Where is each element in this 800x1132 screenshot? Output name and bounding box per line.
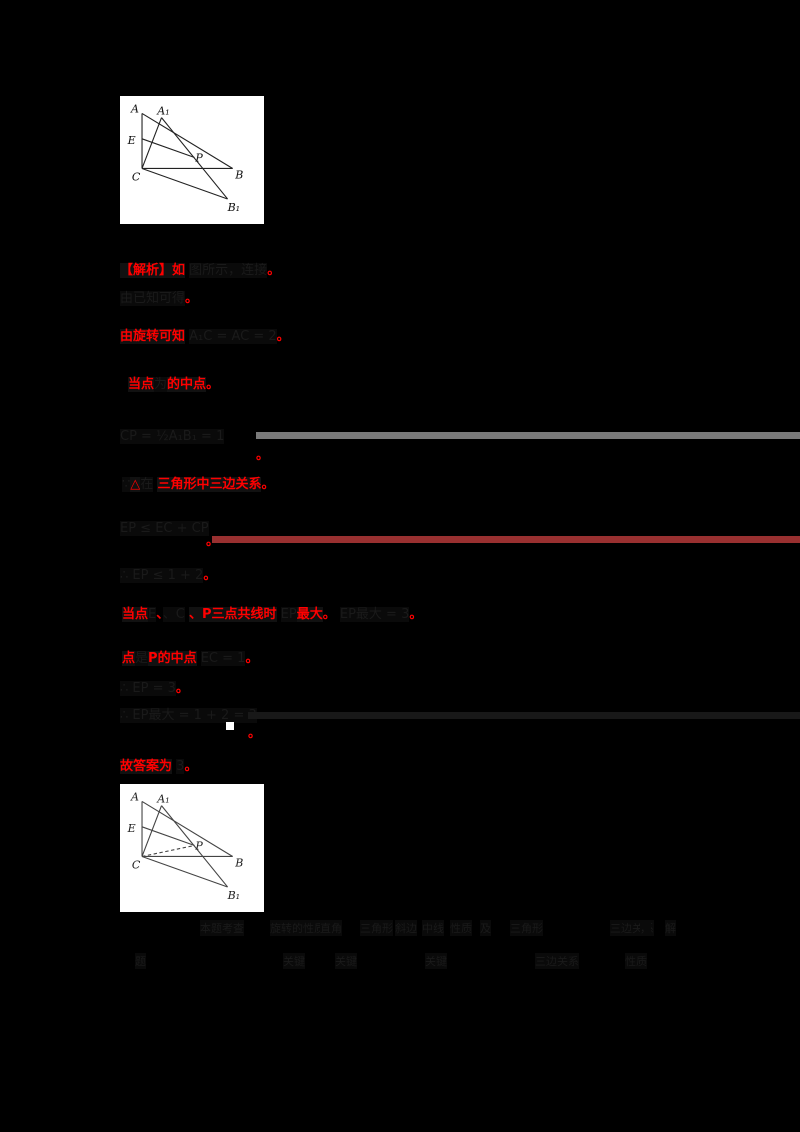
answer-label: 故答案为 <box>120 759 173 774</box>
divider-red <box>212 536 800 543</box>
svg-text:C: C <box>132 858 141 871</box>
svg-text:A₁: A₁ <box>156 792 169 805</box>
svg-text:B: B <box>234 857 243 870</box>
divider-gray <box>256 432 800 439</box>
svg-text:C: C <box>132 170 141 183</box>
svg-text:E: E <box>127 134 136 147</box>
solution-line-7: EP ≤ EC + CP <box>120 521 209 536</box>
end-mark: 。 <box>248 726 262 741</box>
geometry-figure-2: A A₁ E P C B B₁ <box>120 784 264 912</box>
svg-text:B₁: B₁ <box>227 889 241 902</box>
answer-value: 3 <box>176 759 185 774</box>
white-marker <box>226 722 234 730</box>
svg-text:B: B <box>234 169 243 182</box>
commentary-row-1: 本题考查 旋转的性质 直角 三角形 斜边 中线 性质 及 三角形 三边关系 ， … <box>200 920 676 936</box>
divider-dark <box>248 712 800 719</box>
svg-text:P: P <box>194 152 203 165</box>
solution-line-3: 由旋转可知 A₁C = AC = 2。 <box>120 329 290 344</box>
geometry-figure-1: A A₁ E P C B B₁ <box>120 96 264 224</box>
solution-line-6: ∵△在 三角形中三边关系。 <box>122 477 275 492</box>
svg-text:A: A <box>130 103 139 116</box>
analysis-tag: 【解析】 <box>120 263 173 278</box>
solution-line-4: 当点为的中点。 <box>128 377 220 392</box>
solution-line-5: CP = ½A₁B₁ = 1 <box>120 429 225 444</box>
commentary-row-2: 题 关键 关键 关键 三边关系 性质 <box>135 953 647 969</box>
solution-line-8: ∴ EP ≤ 1 + 2。 <box>120 568 217 583</box>
answer-line: 故答案为 3。 <box>120 759 198 774</box>
svg-text:A₁: A₁ <box>156 104 169 117</box>
end-mark: 。 <box>256 448 270 463</box>
triangle-diagram-with-cp: A A₁ E P C B B₁ <box>127 791 244 902</box>
solution-line-10: 点是P的中点 EC = 1。 <box>122 651 259 666</box>
svg-text:B₁: B₁ <box>227 201 241 214</box>
svg-text:A: A <box>130 791 139 804</box>
svg-text:P: P <box>194 840 203 853</box>
triangle-diagram: A A₁ E P C B B₁ <box>127 103 244 214</box>
solution-line-9: 当点E、、C 、P三点共线时 EP最大。 EP最大 = 3。 <box>122 607 423 622</box>
solution-line-2: 由已知可得。 <box>120 291 199 306</box>
solution-line-1: 【解析】如 图所示，连接。 <box>120 263 281 278</box>
solution-line-11: ∴ EP = 3。 <box>120 681 189 696</box>
end-mark: 。 <box>206 534 220 549</box>
solution-line-12: ∴ EP最大 = 1 + 2 = 3 <box>120 708 257 723</box>
svg-text:E: E <box>127 822 136 835</box>
